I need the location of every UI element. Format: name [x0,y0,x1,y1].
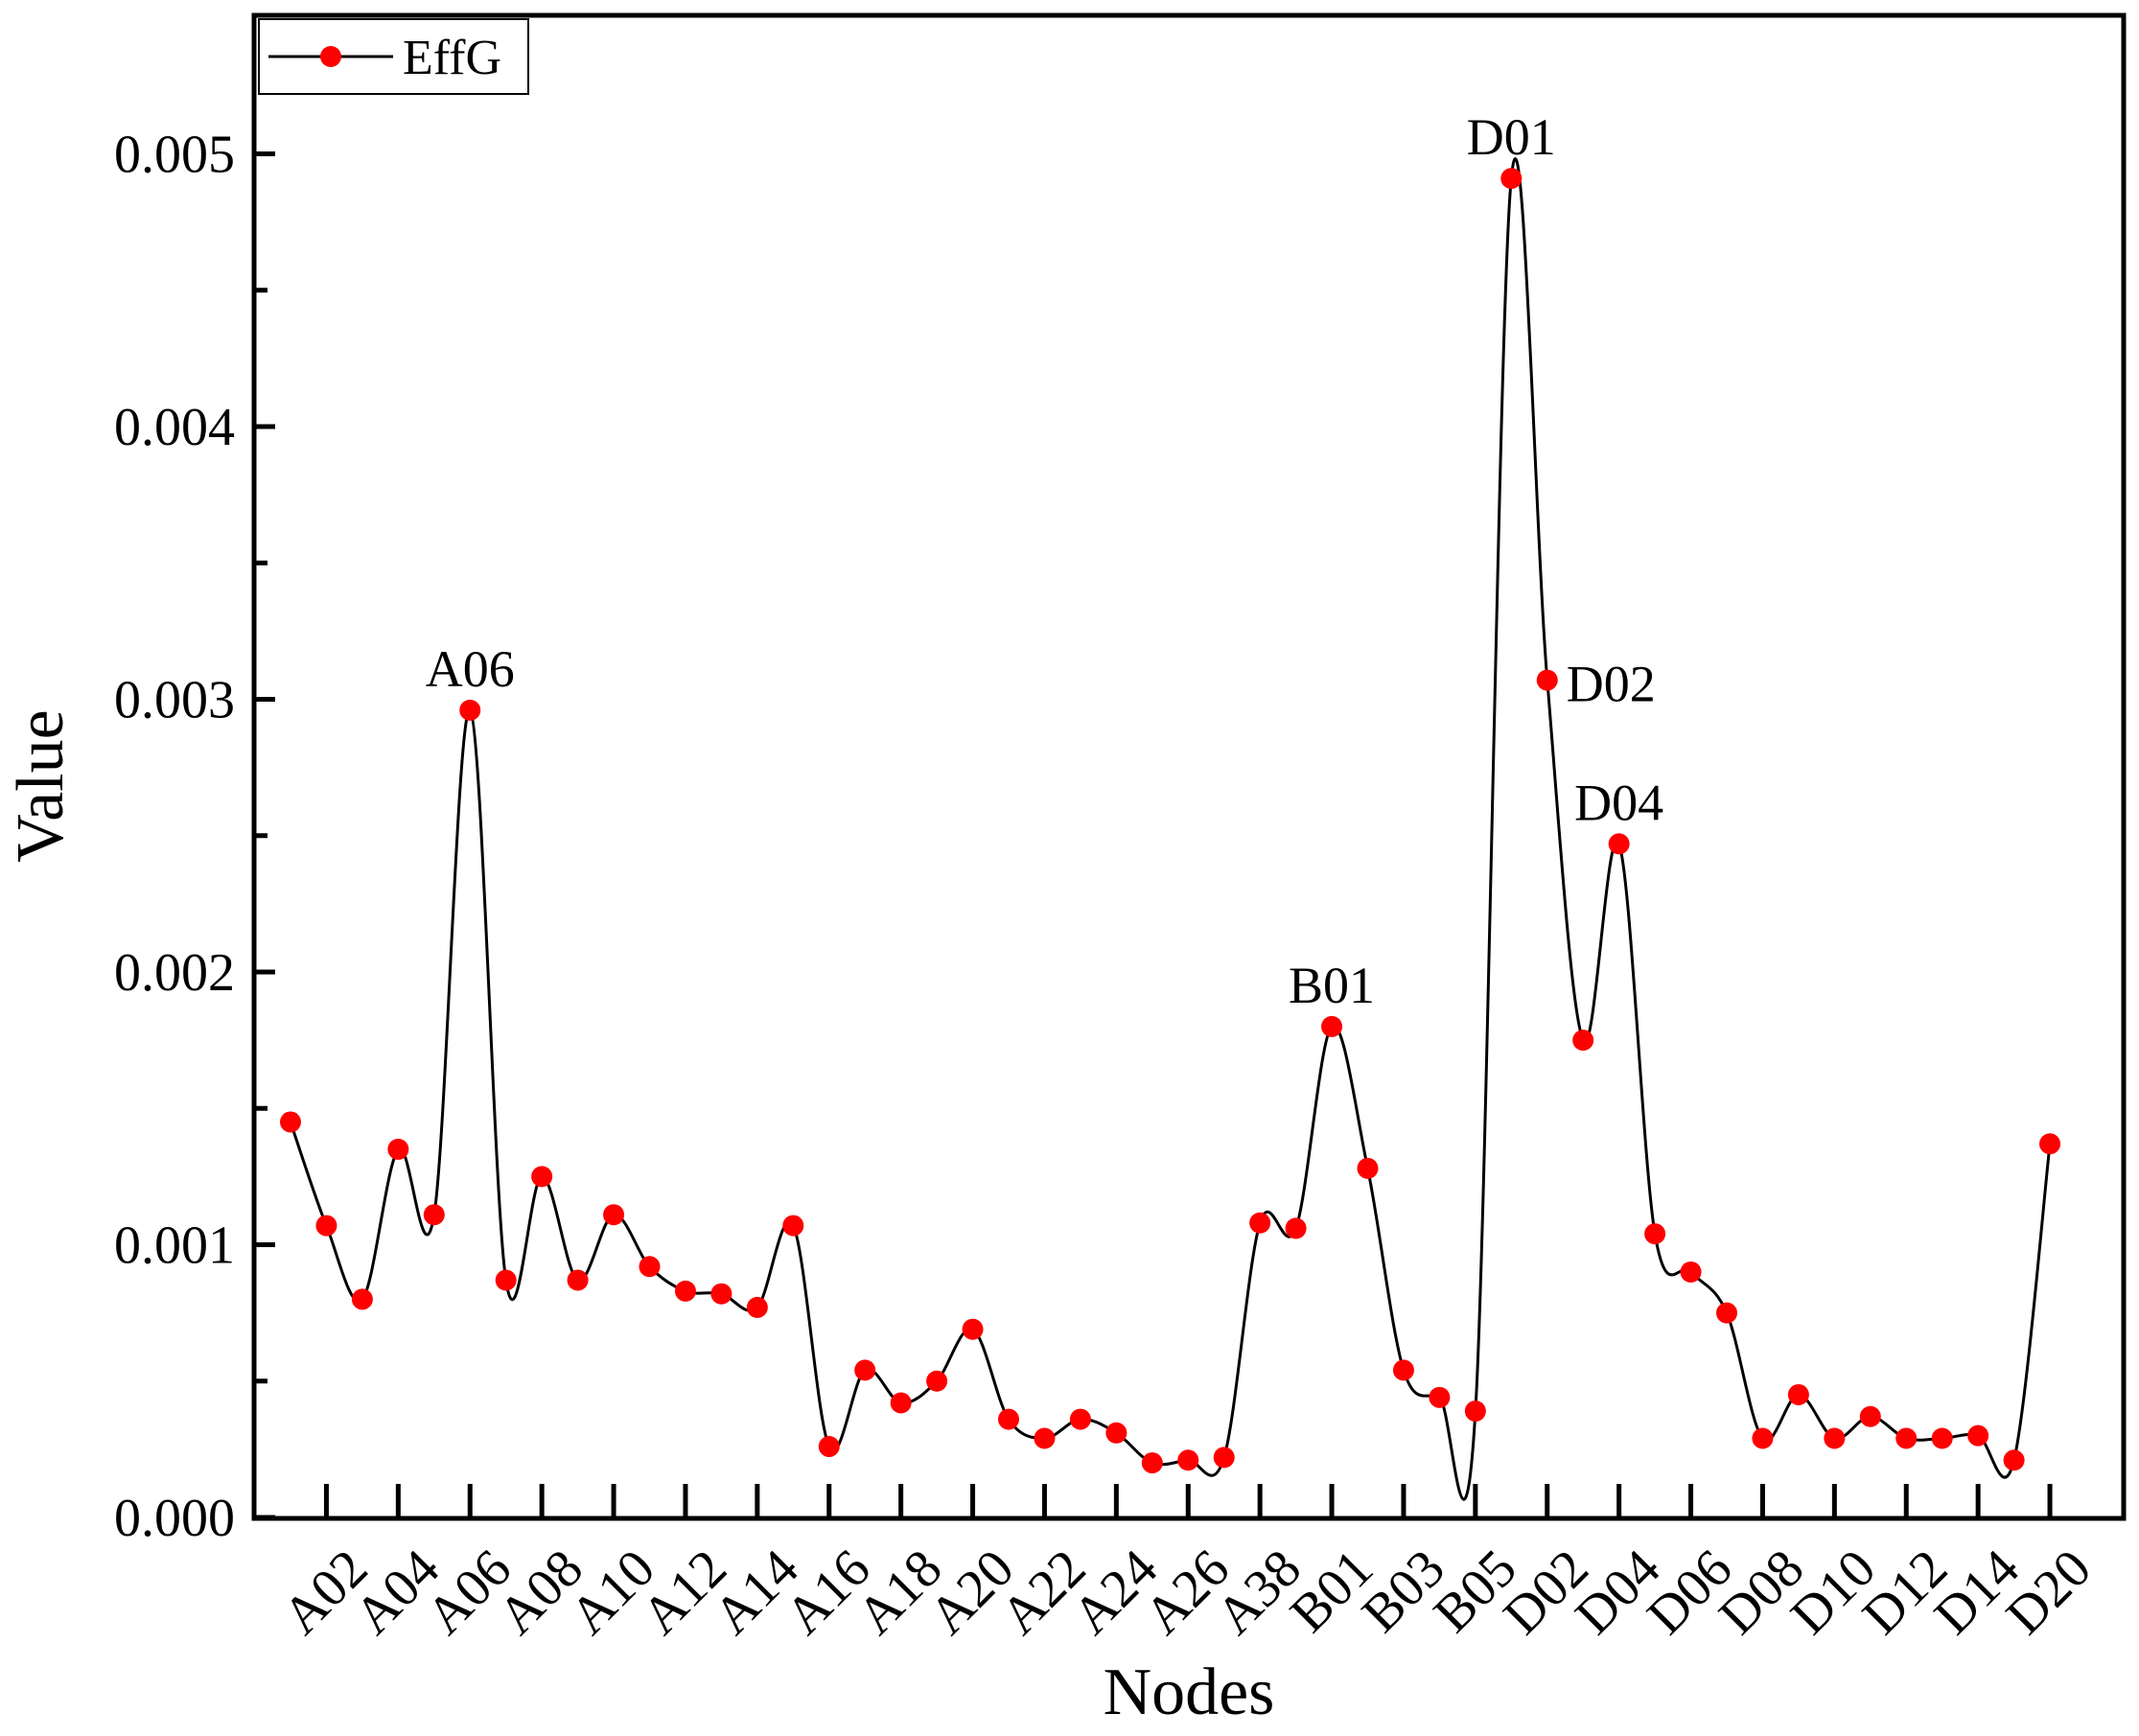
y-tick-label: 0.001 [114,1216,235,1276]
data-point [1931,1427,1953,1449]
data-point [423,1204,445,1226]
y-axis-title: Value [4,709,78,862]
data-point [1177,1449,1199,1471]
data-point [1105,1422,1128,1444]
data-point [1429,1386,1451,1408]
data-point [1608,833,1630,855]
data-point [1787,1383,1809,1405]
data-point [746,1296,768,1318]
data-point [962,1318,984,1340]
data-point [639,1256,661,1278]
legend-label-effg: EffG [403,31,501,85]
data-point [1716,1302,1737,1324]
data-point [1357,1157,1379,1179]
data-point [1967,1424,1989,1447]
data-point [1249,1212,1271,1234]
data-point [280,1111,301,1133]
y-tick-label: 0.005 [114,126,235,185]
data-point [998,1408,1019,1430]
data-point [351,1288,373,1310]
y-tick-label: 0.004 [114,398,235,457]
data-point [1895,1427,1918,1449]
y-tick-label: 0.000 [114,1489,235,1548]
data-point [1644,1223,1666,1245]
data-point [854,1359,876,1381]
y-tick-label: 0.002 [114,943,235,1003]
data-point [1536,669,1558,691]
data-point [1752,1427,1774,1449]
x-axis-title: Nodes [1104,1655,1275,1729]
x-axis: A02A04A06A08A10A12A14A16A18A20A22A24A26A… [271,1484,2103,1646]
data-point [1285,1217,1307,1239]
data-point [459,699,481,721]
point-annotation: A06 [426,640,515,698]
data-point [818,1436,840,1458]
data-point [1500,168,1523,190]
data-point [926,1370,948,1392]
data-point [387,1138,409,1160]
data-point [1213,1447,1235,1469]
data-point [1680,1261,1702,1283]
data-point [1464,1400,1486,1423]
point-annotation: B01 [1289,957,1375,1014]
point-annotation: D01 [1467,108,1556,166]
data-point [1321,1015,1343,1037]
data-point [1141,1452,1163,1474]
data-point [1392,1359,1414,1381]
data-point [1572,1030,1594,1052]
data-point [1034,1427,1056,1449]
data-point [531,1166,553,1188]
data-point [495,1269,517,1291]
series-line-effg [289,157,2052,1501]
data-point [710,1283,732,1305]
data-point [782,1215,804,1237]
plot-frame [251,12,2127,1521]
data-point [2039,1133,2061,1155]
annotation-layer: A06 B01 D01 D02 D04 [426,108,1663,1014]
point-annotation: D04 [1574,774,1663,831]
legend-marker-swatch [320,46,341,67]
data-point [890,1392,912,1414]
legend: EffG [258,18,529,95]
y-axis: 0.000 0.001 0.002 0.003 0.004 0.005 [114,126,275,1548]
data-point [1824,1427,1846,1449]
point-annotation: D02 [1567,656,1656,713]
y-tick-label: 0.003 [114,671,235,730]
data-point [674,1280,696,1302]
data-point [1859,1405,1881,1427]
data-point [603,1204,625,1226]
data-point [315,1215,337,1237]
data-point [2003,1449,2025,1471]
data-point [567,1269,589,1291]
data-point [1069,1408,1091,1430]
x-tick-label: D20 [1995,1539,2103,1646]
series-layer [280,157,2061,1501]
